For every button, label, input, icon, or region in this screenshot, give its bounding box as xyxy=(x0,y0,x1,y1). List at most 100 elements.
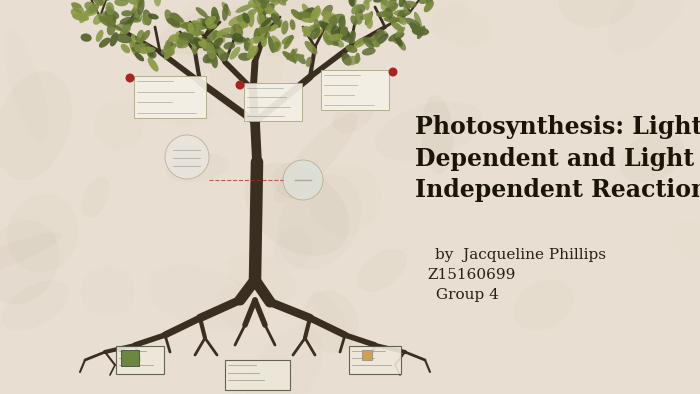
Ellipse shape xyxy=(234,37,246,45)
Ellipse shape xyxy=(242,13,250,23)
Ellipse shape xyxy=(203,41,214,51)
Ellipse shape xyxy=(363,36,374,49)
Ellipse shape xyxy=(384,13,397,22)
Ellipse shape xyxy=(343,36,355,43)
Ellipse shape xyxy=(230,47,240,59)
Ellipse shape xyxy=(303,24,316,37)
Ellipse shape xyxy=(132,41,148,51)
Ellipse shape xyxy=(272,35,281,46)
Circle shape xyxy=(283,160,323,200)
Ellipse shape xyxy=(213,30,221,45)
Ellipse shape xyxy=(192,25,206,30)
Ellipse shape xyxy=(318,20,331,29)
Ellipse shape xyxy=(167,39,173,49)
Ellipse shape xyxy=(178,33,195,41)
Ellipse shape xyxy=(262,17,272,26)
Ellipse shape xyxy=(290,19,295,30)
Ellipse shape xyxy=(259,0,269,2)
Ellipse shape xyxy=(405,18,421,28)
Ellipse shape xyxy=(258,25,264,39)
Ellipse shape xyxy=(99,37,111,48)
Ellipse shape xyxy=(258,13,266,24)
Ellipse shape xyxy=(260,0,267,9)
Ellipse shape xyxy=(309,8,321,23)
Ellipse shape xyxy=(365,11,373,25)
Ellipse shape xyxy=(284,35,293,49)
Ellipse shape xyxy=(144,43,154,57)
Ellipse shape xyxy=(171,22,181,28)
Ellipse shape xyxy=(164,46,175,60)
Ellipse shape xyxy=(377,29,388,37)
Ellipse shape xyxy=(369,32,379,43)
Ellipse shape xyxy=(304,41,318,55)
Ellipse shape xyxy=(97,0,106,4)
Ellipse shape xyxy=(169,13,181,22)
Ellipse shape xyxy=(195,7,208,18)
Ellipse shape xyxy=(322,5,333,17)
Ellipse shape xyxy=(208,43,223,53)
Circle shape xyxy=(165,135,209,179)
Ellipse shape xyxy=(310,28,321,40)
Ellipse shape xyxy=(260,17,272,28)
Ellipse shape xyxy=(232,33,244,42)
Ellipse shape xyxy=(121,10,133,17)
Ellipse shape xyxy=(395,26,405,38)
Ellipse shape xyxy=(261,4,277,16)
Ellipse shape xyxy=(389,0,397,9)
Ellipse shape xyxy=(202,20,219,26)
Ellipse shape xyxy=(306,57,312,67)
Ellipse shape xyxy=(72,13,89,21)
Ellipse shape xyxy=(169,34,179,43)
Ellipse shape xyxy=(290,9,302,20)
Ellipse shape xyxy=(161,48,175,56)
Ellipse shape xyxy=(130,34,136,46)
Ellipse shape xyxy=(259,31,270,40)
FancyBboxPatch shape xyxy=(225,360,290,390)
Ellipse shape xyxy=(320,22,330,30)
Ellipse shape xyxy=(389,32,405,42)
Ellipse shape xyxy=(383,3,398,15)
Ellipse shape xyxy=(211,37,223,50)
Ellipse shape xyxy=(354,37,367,48)
Ellipse shape xyxy=(71,8,82,18)
Ellipse shape xyxy=(239,17,248,28)
Ellipse shape xyxy=(193,37,203,48)
Ellipse shape xyxy=(302,4,312,18)
Ellipse shape xyxy=(363,0,375,4)
Ellipse shape xyxy=(412,27,429,36)
Ellipse shape xyxy=(257,13,265,26)
Ellipse shape xyxy=(309,24,320,33)
Ellipse shape xyxy=(263,3,274,14)
Ellipse shape xyxy=(122,18,134,32)
Ellipse shape xyxy=(271,13,281,28)
FancyBboxPatch shape xyxy=(321,70,389,110)
Ellipse shape xyxy=(291,48,297,64)
FancyBboxPatch shape xyxy=(134,76,206,118)
Ellipse shape xyxy=(164,9,174,24)
Ellipse shape xyxy=(238,53,251,61)
Ellipse shape xyxy=(258,2,271,8)
Ellipse shape xyxy=(143,9,152,26)
Ellipse shape xyxy=(206,21,217,29)
Ellipse shape xyxy=(191,24,199,37)
Ellipse shape xyxy=(335,29,351,39)
Ellipse shape xyxy=(142,13,152,25)
Ellipse shape xyxy=(366,17,373,29)
Ellipse shape xyxy=(419,0,435,4)
Ellipse shape xyxy=(261,20,269,37)
Ellipse shape xyxy=(177,19,188,29)
Ellipse shape xyxy=(110,32,118,46)
Ellipse shape xyxy=(71,3,84,14)
Ellipse shape xyxy=(255,0,267,2)
Ellipse shape xyxy=(338,27,348,38)
Ellipse shape xyxy=(216,28,232,36)
Circle shape xyxy=(235,80,244,89)
Ellipse shape xyxy=(333,38,344,48)
Ellipse shape xyxy=(332,30,340,41)
Ellipse shape xyxy=(165,40,171,51)
Ellipse shape xyxy=(365,37,379,47)
Ellipse shape xyxy=(373,0,384,3)
Ellipse shape xyxy=(323,14,335,23)
Ellipse shape xyxy=(329,15,337,31)
Ellipse shape xyxy=(314,28,323,39)
